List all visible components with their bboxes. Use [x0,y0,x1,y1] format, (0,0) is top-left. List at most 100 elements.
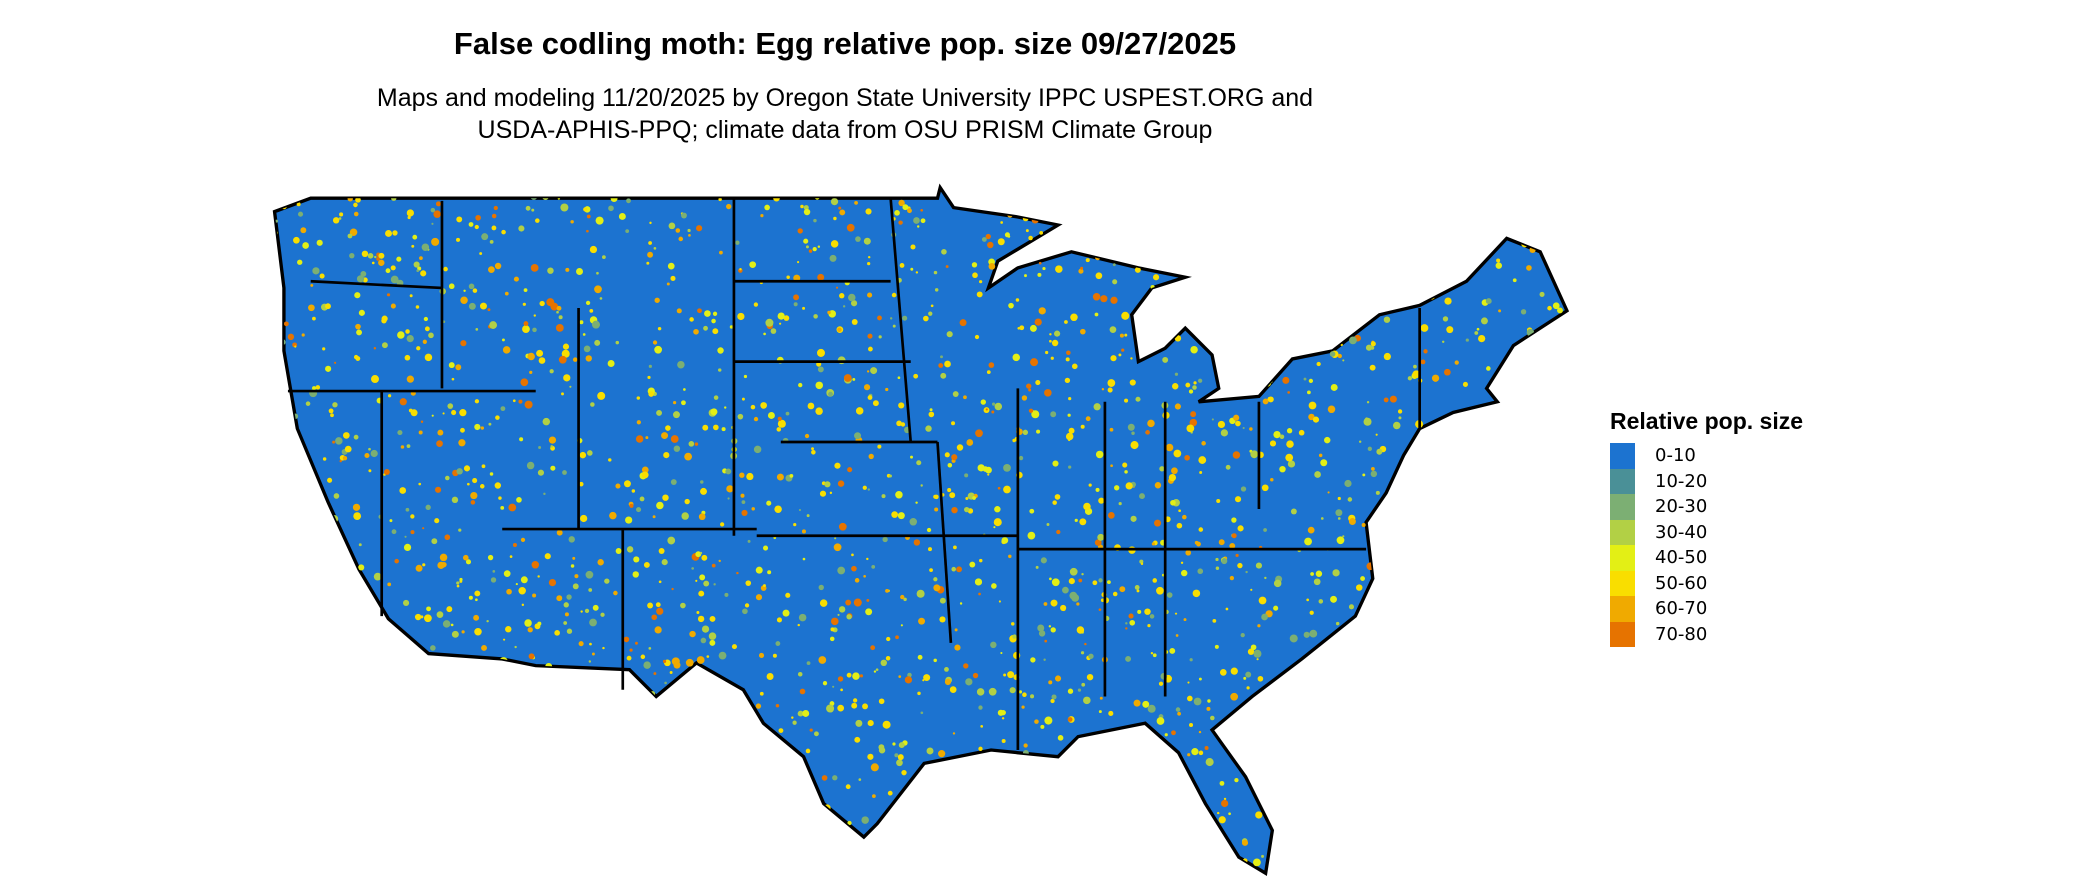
hotspot-cell [1517,592,1524,599]
hotspot-cell [898,742,905,749]
hotspot-cell [554,630,560,636]
hotspot-cell [1289,634,1298,643]
hotspot-cell [468,302,476,310]
hotspot-cell [1427,251,1430,254]
hotspot-cell [391,195,397,201]
hotspot-cell [527,352,535,361]
hotspot-cell [1249,427,1253,431]
hotspot-cell [1192,385,1197,390]
hotspot-cell [956,566,963,573]
hotspot-cell [1433,220,1438,225]
hotspot-cell [732,801,738,806]
hotspot-cell [423,316,429,322]
hotspot-cell [681,212,687,219]
hotspot-cell [775,703,780,708]
hotspot-cell [305,401,311,406]
hotspot-cell [741,500,746,504]
hotspot-cell [851,319,858,325]
hotspot-cell [1422,783,1432,792]
hotspot-cell [652,515,656,519]
hotspot-cell [322,457,327,461]
hotspot-cell [1037,624,1045,632]
hotspot-cell [840,688,843,692]
legend-swatch [1610,570,1635,596]
hotspot-cell [1564,684,1567,688]
hotspot-cell [1337,496,1341,501]
hotspot-cell [1029,847,1034,852]
hotspot-cell [418,837,425,844]
hotspot-cell [1252,763,1257,768]
hotspot-cell [942,831,950,839]
hotspot-cell [732,835,740,843]
hotspot-cell [1547,305,1552,311]
hotspot-cell [674,722,681,729]
hotspot-cell [1516,372,1523,378]
hotspot-cell [396,770,401,775]
hotspot-cell [459,577,463,582]
hotspot-cell [1400,829,1403,832]
hotspot-cell [751,507,755,511]
hotspot-cell [1276,272,1281,277]
hotspot-cell [1517,236,1522,240]
hotspot-cell [468,283,475,290]
hotspot-cell [1346,689,1351,694]
hotspot-cell [1416,471,1422,477]
hotspot-cell [1552,208,1556,212]
hotspot-cell [1395,746,1402,753]
hotspot-cell [934,288,939,292]
hotspot-cell [577,852,585,861]
hotspot-cell [1342,845,1350,853]
hotspot-cell [674,841,679,846]
hotspot-cell [1345,273,1353,281]
hotspot-cell [572,556,576,560]
hotspot-cell [743,726,747,729]
hotspot-cell [665,425,671,431]
hotspot-cell [353,512,362,521]
hotspot-cell [1368,660,1375,667]
hotspot-cell [1171,303,1177,308]
hotspot-cell [1337,353,1342,359]
hotspot-cell [325,612,330,617]
hotspot-cell [464,678,469,683]
hotspot-cell [351,814,355,818]
hotspot-cell [583,207,588,212]
hotspot-cell [837,327,842,333]
hotspot-cell [639,496,645,502]
hotspot-cell [805,245,809,249]
hotspot-cell [1056,529,1061,535]
hotspot-cell [837,187,845,195]
hotspot-cell [1240,632,1245,638]
hotspot-cell [1533,240,1540,248]
hotspot-cell [397,430,403,436]
hotspot-cell [1018,690,1023,694]
hotspot-cell [460,659,468,667]
hotspot-cell [1436,467,1440,471]
hotspot-cell [1259,758,1262,761]
hotspot-cell [1344,479,1352,488]
hotspot-cell [1192,589,1201,598]
hotspot-cell [347,233,353,239]
hotspot-cell [489,321,498,329]
hotspot-cell [925,791,932,798]
hotspot-cell [677,360,685,369]
hotspot-cell [1125,482,1133,490]
hotspot-cell [1095,487,1100,492]
hotspot-cell [709,615,716,622]
hotspot-cell [862,485,867,490]
hotspot-cell [474,716,482,724]
hotspot-cell [1180,221,1188,229]
hotspot-cell [1133,755,1141,763]
hotspot-cell [1085,416,1091,422]
hotspot-cell [684,694,688,698]
hotspot-cell [829,491,833,495]
hotspot-cell [1094,791,1102,799]
hotspot-cell [358,543,362,547]
hotspot-cell [1519,562,1528,570]
hotspot-cell [473,614,480,621]
hotspot-cell [837,613,840,616]
hotspot-cell [647,251,654,258]
hotspot-cell [1071,850,1076,855]
hotspot-cell [1075,876,1083,884]
hotspot-cell [1520,309,1527,315]
hotspot-cell [1456,773,1460,777]
